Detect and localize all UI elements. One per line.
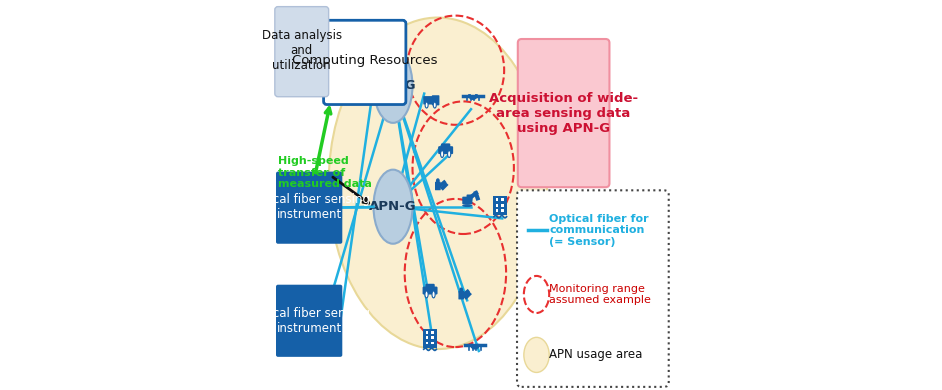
Polygon shape xyxy=(501,209,504,212)
FancyBboxPatch shape xyxy=(518,39,609,187)
FancyBboxPatch shape xyxy=(441,144,450,150)
Ellipse shape xyxy=(329,18,547,349)
Polygon shape xyxy=(431,336,433,339)
Polygon shape xyxy=(501,199,504,201)
Text: APN-G: APN-G xyxy=(369,200,416,213)
FancyBboxPatch shape xyxy=(517,190,669,387)
Text: High-speed
transfer of
measured data: High-speed transfer of measured data xyxy=(278,156,372,189)
Polygon shape xyxy=(501,204,504,207)
Text: Acquisition of wide-
area sensing data
using APN-G: Acquisition of wide- area sensing data u… xyxy=(489,92,638,135)
Polygon shape xyxy=(431,342,433,344)
FancyBboxPatch shape xyxy=(423,287,437,294)
Polygon shape xyxy=(431,331,433,334)
Polygon shape xyxy=(494,196,508,215)
Ellipse shape xyxy=(460,287,463,292)
Text: Optical fiber for
communication
(= Sensor): Optical fiber for communication (= Senso… xyxy=(549,213,649,247)
Ellipse shape xyxy=(433,102,436,108)
Polygon shape xyxy=(426,331,429,334)
FancyBboxPatch shape xyxy=(426,284,434,290)
Polygon shape xyxy=(426,336,429,339)
FancyBboxPatch shape xyxy=(459,291,464,300)
Polygon shape xyxy=(423,329,437,348)
FancyBboxPatch shape xyxy=(466,195,472,201)
Polygon shape xyxy=(496,204,498,207)
Ellipse shape xyxy=(436,178,440,183)
Ellipse shape xyxy=(524,337,549,372)
Ellipse shape xyxy=(432,291,435,298)
Text: Computing Resources: Computing Resources xyxy=(292,54,438,67)
Ellipse shape xyxy=(373,170,413,244)
Ellipse shape xyxy=(425,291,428,298)
Ellipse shape xyxy=(463,204,473,207)
Text: Optical fiber sensing
instrument: Optical fiber sensing instrument xyxy=(248,193,370,222)
Text: APN-G: APN-G xyxy=(369,79,416,92)
Text: Data analysis
and
utilization: Data analysis and utilization xyxy=(262,29,342,72)
Polygon shape xyxy=(496,199,498,201)
Text: Optical fiber sensing
instrument: Optical fiber sensing instrument xyxy=(248,307,370,335)
Ellipse shape xyxy=(447,151,450,158)
FancyBboxPatch shape xyxy=(431,95,439,105)
FancyBboxPatch shape xyxy=(324,20,406,105)
Polygon shape xyxy=(426,342,429,344)
FancyBboxPatch shape xyxy=(463,197,472,204)
Text: Monitoring range
assumed example: Monitoring range assumed example xyxy=(549,284,651,305)
Ellipse shape xyxy=(373,49,413,123)
FancyBboxPatch shape xyxy=(276,285,342,357)
Text: APN usage area: APN usage area xyxy=(549,348,642,362)
FancyBboxPatch shape xyxy=(435,182,441,190)
Polygon shape xyxy=(496,209,498,212)
FancyBboxPatch shape xyxy=(438,146,453,154)
Ellipse shape xyxy=(425,102,428,108)
FancyBboxPatch shape xyxy=(423,96,434,105)
FancyBboxPatch shape xyxy=(275,7,329,97)
Ellipse shape xyxy=(441,151,444,158)
FancyBboxPatch shape xyxy=(276,172,342,244)
